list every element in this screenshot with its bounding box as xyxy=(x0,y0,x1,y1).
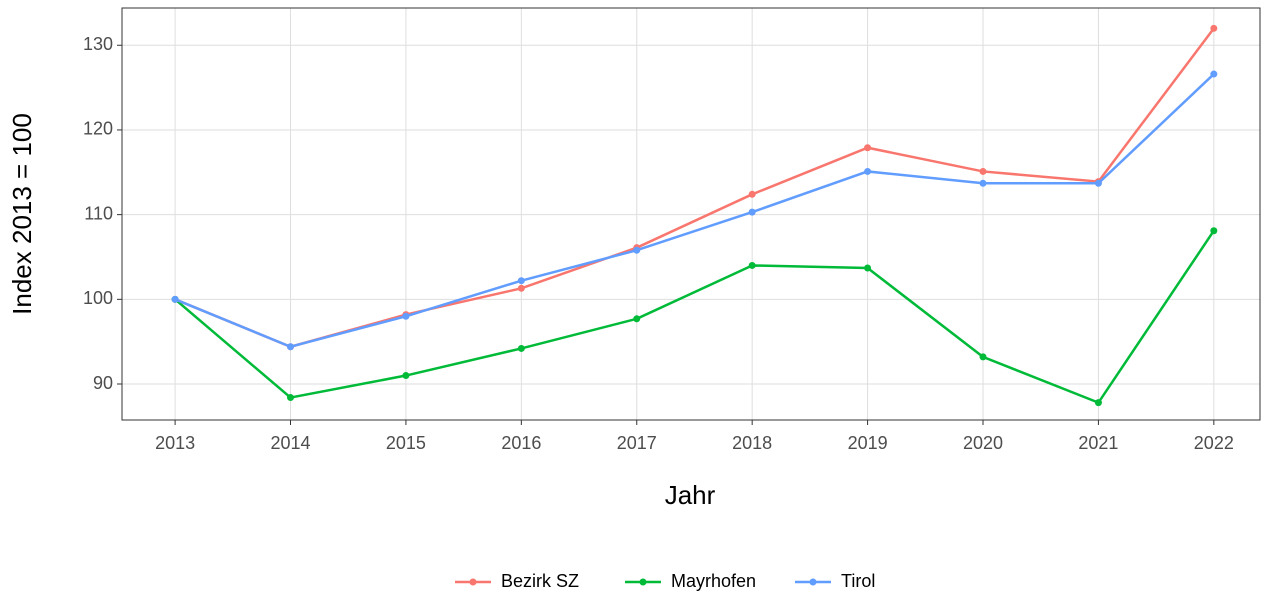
y-tick-label: 90 xyxy=(93,373,113,393)
point xyxy=(979,179,987,187)
point xyxy=(517,344,525,352)
x-tick-label: 2019 xyxy=(848,433,888,453)
x-axis-title: Jahr xyxy=(665,480,716,510)
point xyxy=(748,208,756,216)
point xyxy=(287,343,295,351)
x-tick-label: 2016 xyxy=(501,433,541,453)
x-tick-label: 2018 xyxy=(732,433,772,453)
point xyxy=(748,190,756,198)
series-line xyxy=(174,73,1215,349)
legend-label: Bezirk SZ xyxy=(501,571,579,591)
series-line xyxy=(174,230,1215,405)
point xyxy=(1210,70,1218,78)
x-tick-label: 2015 xyxy=(386,433,426,453)
legend-label: Tirol xyxy=(841,571,875,591)
point xyxy=(979,353,987,361)
legend-key-point xyxy=(809,578,817,586)
point xyxy=(1094,399,1102,407)
x-tick-label: 2017 xyxy=(617,433,657,453)
y-tick-label: 100 xyxy=(83,288,113,308)
point xyxy=(633,315,641,323)
point xyxy=(402,372,410,380)
point xyxy=(1094,179,1102,187)
y-tick-label: 110 xyxy=(84,203,113,223)
point xyxy=(1210,227,1218,235)
y-tick-label: 120 xyxy=(83,119,113,139)
point xyxy=(402,312,410,320)
point xyxy=(864,264,872,272)
legend-key-point xyxy=(639,578,647,586)
x-tick-label: 2013 xyxy=(155,433,195,453)
point xyxy=(287,394,295,402)
point xyxy=(748,261,756,269)
point xyxy=(864,144,872,152)
point xyxy=(979,167,987,175)
x-tick-label: 2022 xyxy=(1194,433,1234,453)
y-axis-title: Index 2013 = 100 xyxy=(7,113,37,315)
point xyxy=(1210,24,1218,32)
point xyxy=(633,246,641,254)
legend-label: Mayrhofen xyxy=(671,571,756,591)
x-tick-label: 2014 xyxy=(270,433,310,453)
point xyxy=(171,295,179,303)
panel-border xyxy=(121,7,1261,421)
y-tick-label: 130 xyxy=(83,34,113,54)
x-tick-label: 2021 xyxy=(1078,433,1118,453)
point xyxy=(864,167,872,175)
x-tick-label: 2020 xyxy=(963,433,1003,453)
legend-key-point xyxy=(469,578,477,586)
point xyxy=(517,277,525,285)
point xyxy=(517,284,525,292)
